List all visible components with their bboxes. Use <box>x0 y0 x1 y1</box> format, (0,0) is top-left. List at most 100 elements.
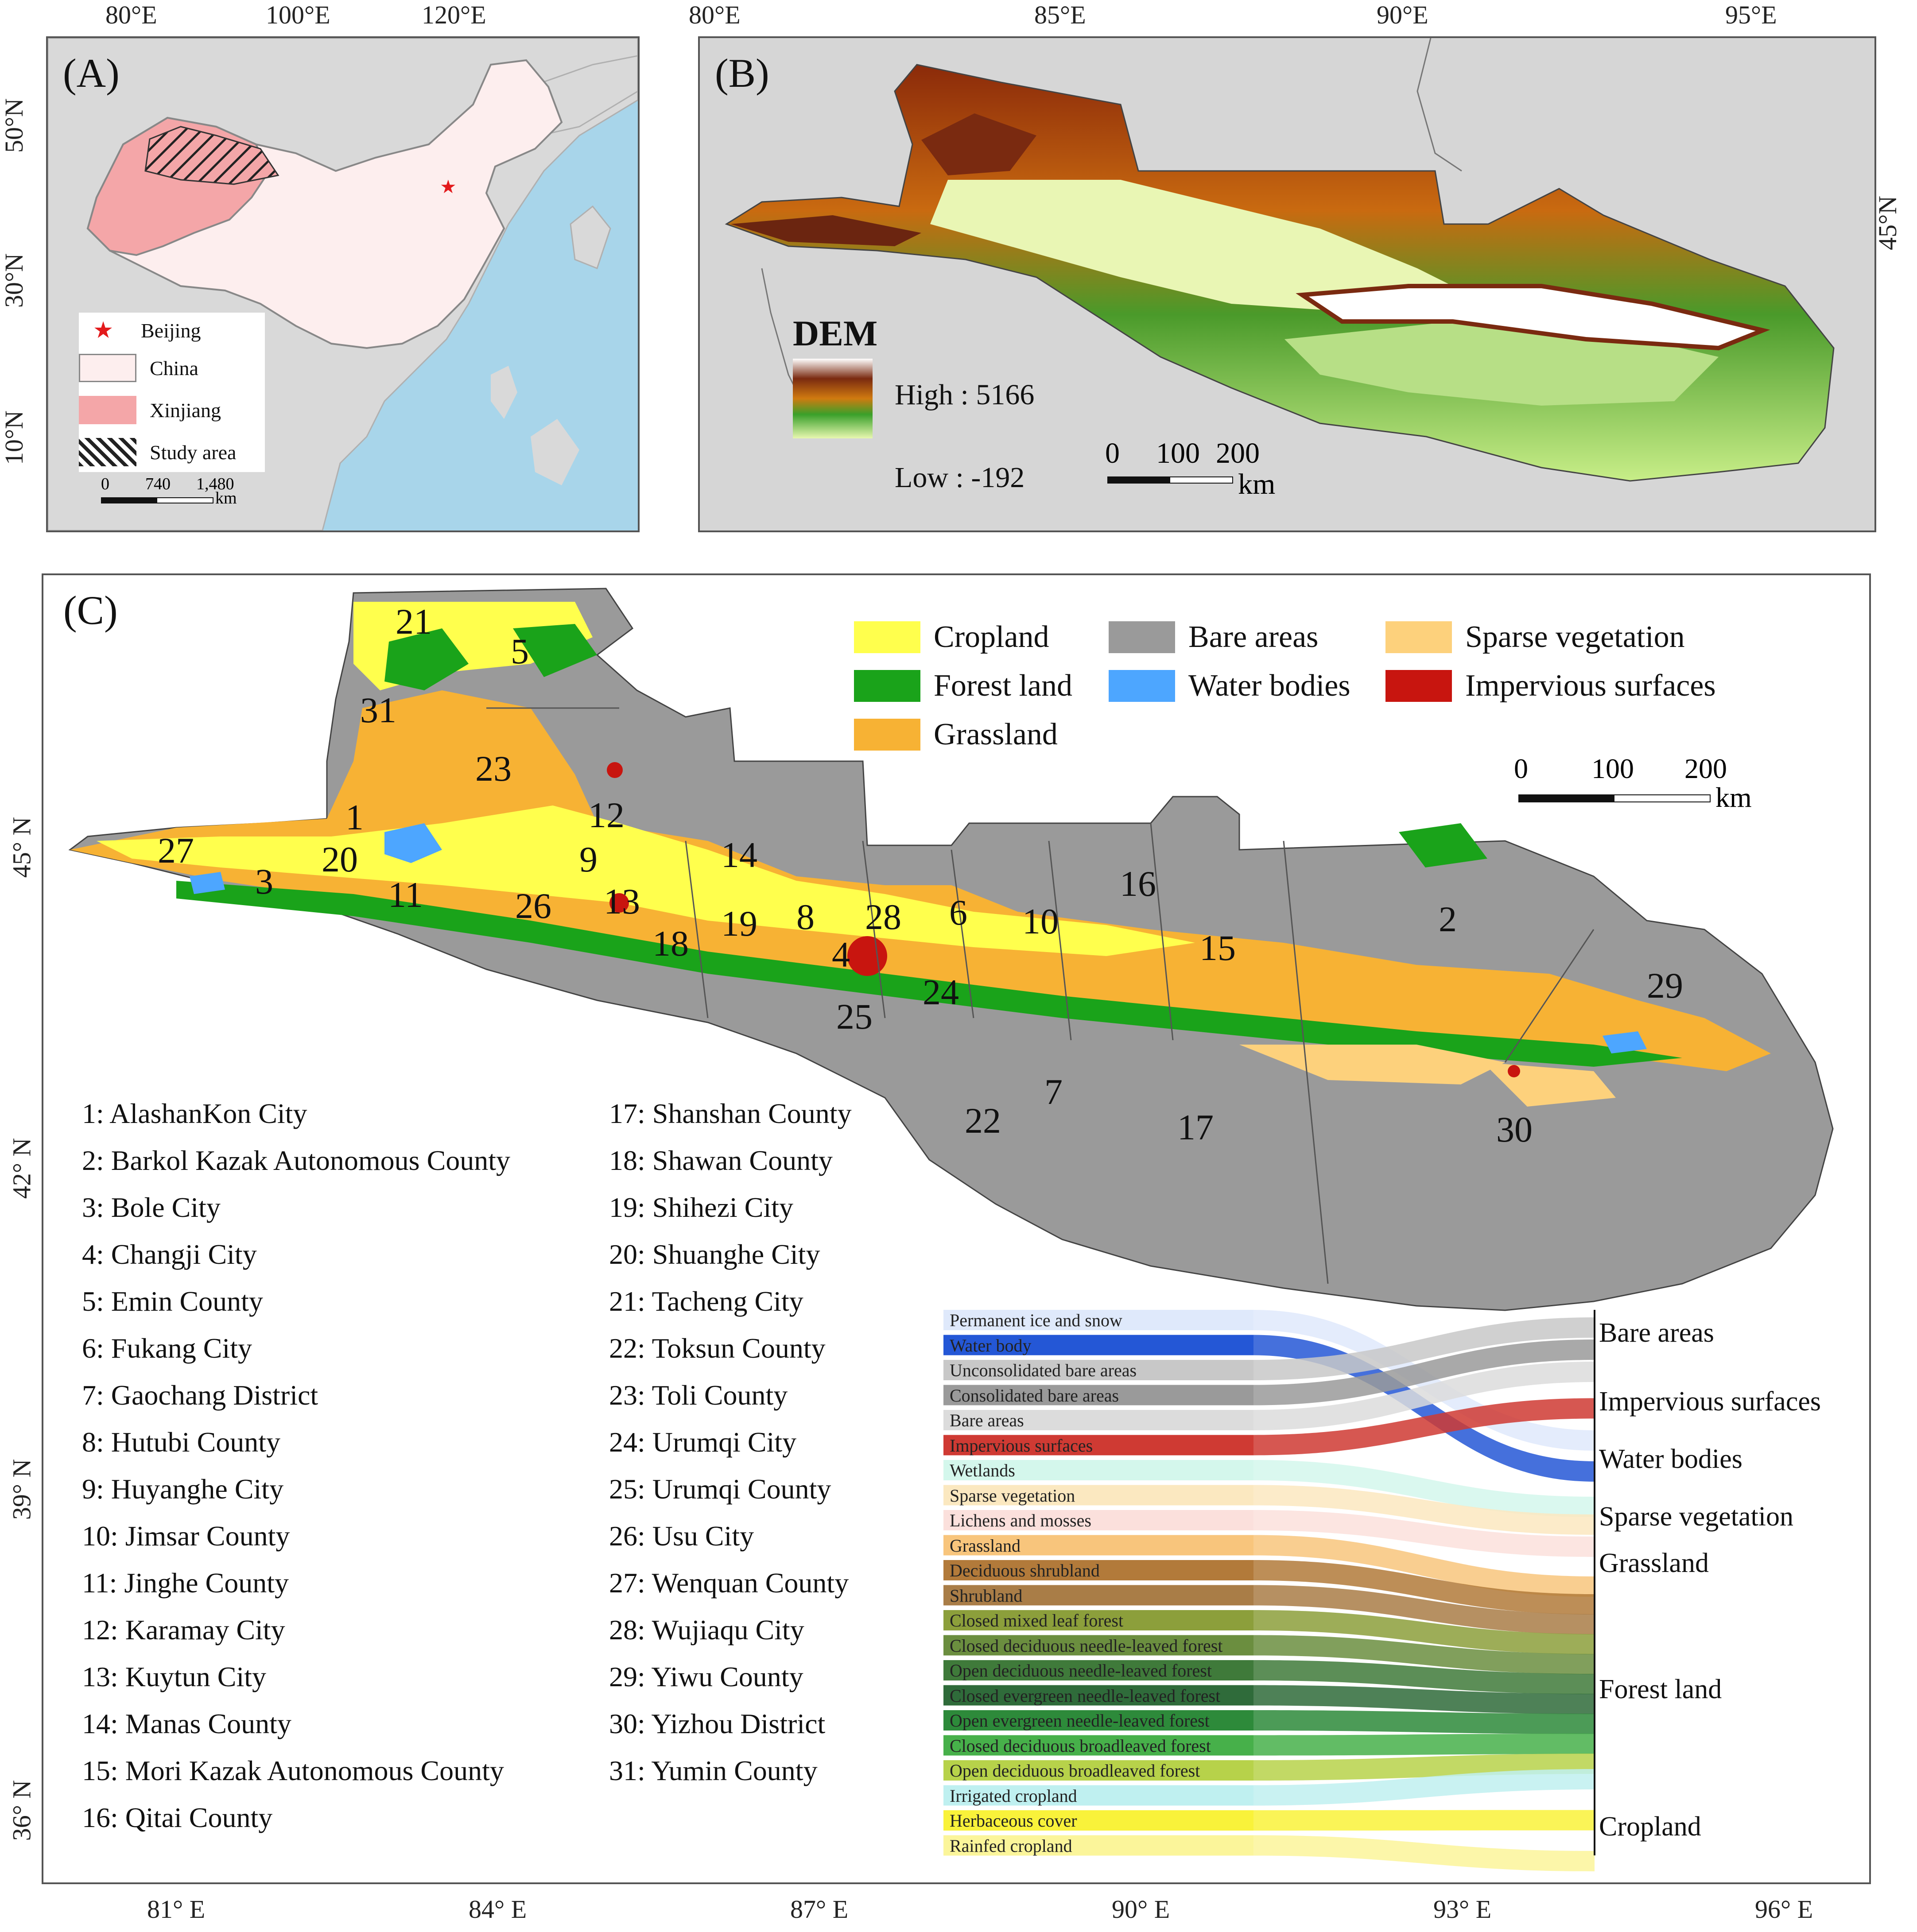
ebinur-lake <box>384 823 442 863</box>
map-number: 6 <box>949 892 967 933</box>
county-list-item: 21: Tacheng City <box>609 1285 803 1317</box>
panel-a-scalebar: 0 740 1,480 km <box>101 475 237 507</box>
map-number: 21 <box>396 601 432 642</box>
dem-raster <box>725 38 1835 482</box>
lon-tick: 90° E <box>1112 1895 1170 1924</box>
lon-tick: 84° E <box>469 1895 527 1924</box>
map-number: 4 <box>832 934 850 975</box>
sankey-flow <box>1253 1560 1595 1615</box>
sankey-flow <box>1253 1810 1595 1831</box>
sankey-flow <box>1253 1362 1595 1430</box>
sankey-flow <box>1253 1610 1595 1654</box>
county-list-item: 5: Emin County <box>82 1285 263 1317</box>
sankey-flow <box>1253 1340 1595 1405</box>
legend-item-study-area: Study area <box>79 434 236 470</box>
county-list-item: 17: Shanshan County <box>609 1098 852 1129</box>
county-list-item: 13: Kuytun City <box>82 1661 267 1692</box>
map-number: 9 <box>579 839 598 879</box>
county-list-item: 18: Shawan County <box>609 1145 833 1176</box>
legend-sparse-vegetation: Sparse vegetation <box>1385 619 1685 655</box>
county-list-item: 3: Bole City <box>82 1192 221 1223</box>
county-boundaries <box>486 707 1595 1284</box>
county-list-item: 14: Manas County <box>82 1708 291 1739</box>
sankey-source-bar <box>943 1485 1253 1506</box>
western-ridge <box>731 215 921 246</box>
map-number: 27 <box>158 830 194 871</box>
lon-tick: 93° E <box>1433 1895 1492 1924</box>
legend-bare-areas: Bare areas <box>1109 619 1318 655</box>
island <box>491 366 517 419</box>
dem-color-ramp <box>793 359 873 438</box>
legend-item-xinjiang: Xinjiang <box>79 392 221 428</box>
county-list-item: 26: Usu City <box>609 1520 754 1552</box>
county-list-item: 29: Yiwu County <box>609 1661 803 1692</box>
legend-impervious-surfaces: Impervious surfaces <box>1385 668 1716 704</box>
county-list-item: 6: Fukang City <box>82 1332 252 1364</box>
sankey-source-label: Open deciduous broadleaved forest <box>950 1761 1200 1781</box>
legend-water-bodies: Water bodies <box>1109 668 1350 704</box>
sankey-source-bar <box>943 1835 1253 1856</box>
panel-a-map: ★ ★ Beijing China Xinjiang Study area 0 … <box>46 36 640 532</box>
sankey-flow <box>1253 1485 1595 1535</box>
county-list-item: 4: Changji City <box>82 1239 257 1270</box>
sankey-source-label: Lichens and mosses <box>950 1510 1091 1530</box>
legend-swatch <box>79 396 136 424</box>
legend-cropland: Cropland <box>854 619 1049 655</box>
sankey-source-label: Permanent ice and snow <box>950 1310 1122 1330</box>
dem-high-label: High : 5166 <box>895 379 1035 411</box>
sankey-source-bar <box>943 1710 1253 1731</box>
panel-b-label: (B) <box>715 50 769 96</box>
map-number: 31 <box>360 690 396 730</box>
forest-patch <box>1399 823 1487 867</box>
county-list-item: 8: Hutubi County <box>82 1426 281 1458</box>
county-list-item: 16: Qitai County <box>82 1802 273 1833</box>
sankey-source-label: Consolidated bare areas <box>950 1385 1119 1405</box>
map-number: 18 <box>652 923 689 964</box>
sankey-source-bar <box>943 1460 1253 1480</box>
county-list-item: 22: Toksun County <box>609 1332 826 1364</box>
county-list-item: 23: Toli County <box>609 1379 788 1411</box>
sankey-target-label: Sparse vegetation <box>1599 1502 1794 1532</box>
county-list-item: 2: Barkol Kazak Autonomous County <box>82 1145 511 1176</box>
sankey-flow <box>1253 1835 1595 1871</box>
panel-b-dem-map: DEM High : 5166 Low : -192 0 100 200 km … <box>698 36 1876 532</box>
sankey-source-label: Wetlands <box>950 1460 1015 1480</box>
sankey-source-label: Unconsolidated bare areas <box>950 1360 1137 1380</box>
dem-low-label: Low : -192 <box>895 461 1025 494</box>
cropland-band <box>97 805 1195 956</box>
map-number: 23 <box>475 748 512 789</box>
sankey-flow <box>1253 1585 1595 1634</box>
sankey-source-bar <box>943 1360 1253 1380</box>
karamay-urban <box>607 762 623 778</box>
map-number: 1 <box>345 797 364 837</box>
sankey-source-bar <box>943 1385 1253 1405</box>
sankey-source-bar <box>943 1310 1253 1330</box>
sankey-source-bar <box>943 1510 1253 1530</box>
sankey-source-label: Bare areas <box>950 1410 1024 1430</box>
hami-urban <box>1508 1065 1520 1077</box>
map-number: 3 <box>255 861 273 902</box>
sankey-source-label: Open deciduous needle-leaved forest <box>950 1661 1212 1680</box>
sankey-source-bar <box>943 1735 1253 1756</box>
map-number: 10 <box>1022 901 1059 941</box>
sankey-source-label: Open evergreen needle-leaved forest <box>950 1711 1210 1731</box>
lon-tick: 95°E <box>1725 0 1777 29</box>
sankey-source-label: Herbaceous cover <box>950 1811 1077 1831</box>
map-number: 7 <box>1044 1072 1063 1112</box>
sankey-source-label: Rainfed cropland <box>950 1835 1072 1856</box>
sankey-source-label: Closed deciduous broadleaved forest <box>950 1735 1211 1756</box>
lon-tick: 120°E <box>422 0 486 29</box>
county-list-item: 11: Jinghe County <box>82 1567 289 1599</box>
sankey-flow <box>1253 1660 1595 1694</box>
legend-item-beijing: ★ Beijing <box>79 313 201 348</box>
sankey-flow <box>1253 1769 1595 1806</box>
map-number: 2 <box>1439 899 1457 939</box>
lon-tick: 100°E <box>266 0 330 29</box>
tianshan-snow <box>1296 284 1770 351</box>
sankey-target-label: Impervious surfaces <box>1599 1386 1821 1417</box>
panel-c-scalebar: 0 100 200 km <box>1514 753 1752 813</box>
sankey-source-label: Irrigated cropland <box>950 1785 1077 1806</box>
study-area <box>144 126 279 185</box>
panel-b-scalebar: 0 100 200 km <box>1105 437 1276 500</box>
star-icon: ★ <box>93 317 114 344</box>
